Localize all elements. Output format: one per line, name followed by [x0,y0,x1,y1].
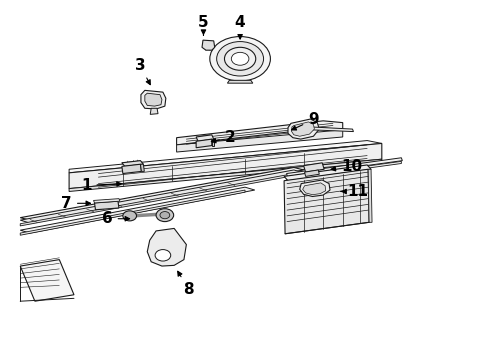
Circle shape [217,41,264,76]
Polygon shape [311,127,353,132]
Text: 10: 10 [331,159,362,174]
Polygon shape [20,167,304,220]
Text: 3: 3 [135,58,150,85]
Polygon shape [202,40,215,50]
Polygon shape [176,130,343,152]
Polygon shape [212,139,214,145]
Text: 7: 7 [61,196,91,211]
Polygon shape [287,161,401,179]
Polygon shape [69,159,382,192]
Polygon shape [305,170,319,176]
Text: 4: 4 [235,15,245,39]
Circle shape [160,212,170,219]
Polygon shape [20,187,255,233]
Polygon shape [20,260,74,301]
Circle shape [231,52,249,65]
Polygon shape [300,180,330,197]
Circle shape [123,211,137,221]
Text: 5: 5 [198,15,209,35]
Text: 2: 2 [211,130,236,145]
Polygon shape [69,143,382,189]
Text: 9: 9 [292,112,319,130]
Polygon shape [287,158,402,176]
Circle shape [224,47,256,70]
Polygon shape [69,140,382,173]
Polygon shape [284,165,371,181]
Polygon shape [227,80,253,83]
Polygon shape [141,164,145,171]
Polygon shape [292,122,315,136]
Circle shape [155,249,171,261]
Polygon shape [20,170,304,223]
Text: 1: 1 [81,178,122,193]
Text: 8: 8 [178,271,194,297]
Polygon shape [122,161,144,166]
Polygon shape [303,183,326,195]
Polygon shape [304,163,324,172]
Text: 11: 11 [341,184,368,199]
Polygon shape [196,135,214,141]
Circle shape [210,37,270,81]
Polygon shape [288,119,319,139]
Circle shape [156,209,173,222]
Text: 6: 6 [102,211,129,226]
Polygon shape [150,108,158,114]
Polygon shape [94,199,120,203]
Polygon shape [95,201,119,210]
Polygon shape [176,121,343,145]
Polygon shape [20,174,294,226]
Polygon shape [196,139,212,148]
Polygon shape [145,93,162,106]
Polygon shape [141,90,166,109]
Polygon shape [147,228,186,266]
Polygon shape [368,169,372,222]
Polygon shape [20,190,245,235]
Polygon shape [284,169,369,234]
Polygon shape [122,164,142,174]
